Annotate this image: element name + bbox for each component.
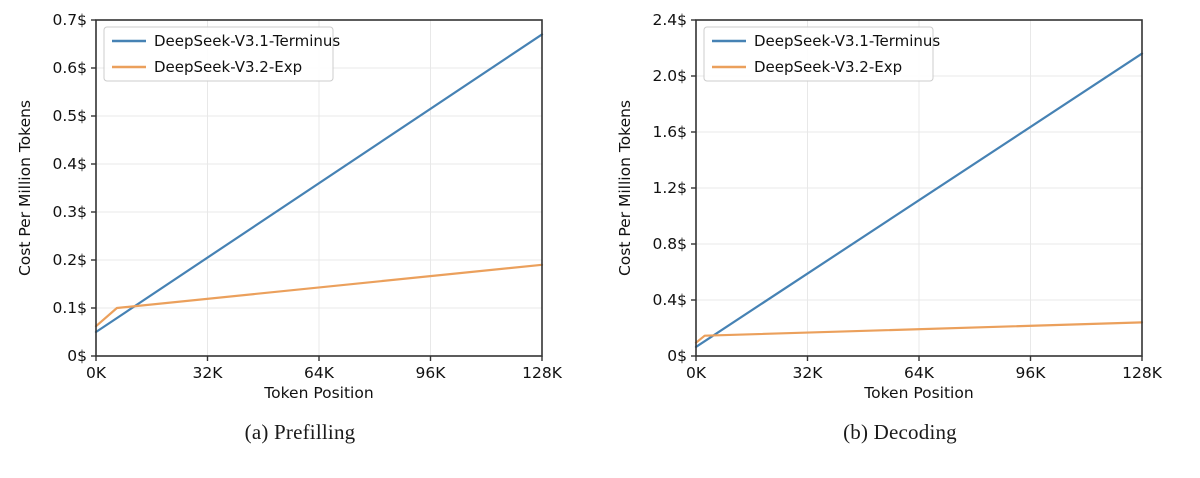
x-tick-label: 32K (193, 364, 224, 382)
y-tick-label: 0.3$ (52, 203, 87, 221)
y-axis-label: Cost Per Million Tokens (616, 100, 634, 276)
y-tick-label: 2.0$ (652, 67, 687, 85)
x-tick-label: 64K (904, 364, 935, 382)
caption-prefilling: (a) Prefilling (244, 420, 356, 444)
legend-box (703, 26, 934, 82)
y-tick-label: 0.7$ (52, 11, 87, 29)
y-tick-label: 2.4$ (652, 11, 687, 29)
legend-label-deepseek-v3-1-terminus: DeepSeek-V3.1-Terminus (754, 32, 940, 50)
y-tick-label: 0$ (67, 347, 87, 365)
series-line-deepseek-v3-2-exp (94, 263, 544, 328)
x-tick-label: 128K (522, 364, 563, 382)
y-tick-label: 0.4$ (652, 291, 687, 309)
y-tick-label: 0.8$ (652, 235, 687, 253)
prefilling-plot: 0K 32K 64K 96K 128K 0$ 0.1$ 0.2$ 0.3$ 0.4$ 0.5$ 0.6… (16, 11, 563, 402)
x-tick-label: 128K (1122, 364, 1163, 382)
y-tick-label: 0.5$ (52, 107, 87, 125)
x-tick-label: 0K (686, 364, 707, 382)
legend-box (103, 26, 334, 82)
series-line-deepseek-v3-1-terminus (94, 33, 544, 334)
legend-label-deepseek-v3-2-exp: DeepSeek-V3.2-Exp (154, 58, 302, 76)
x-tick-label: 0K (86, 364, 107, 382)
x-tick-label: 96K (1016, 364, 1047, 382)
y-tick-label: 0.1$ (52, 299, 87, 317)
chart-decoding: 0K 32K 64K 96K 128K 0$ 0.4$ 0.8$ 1.2$ 1.6$ 2.0$ 2.4… (600, 0, 1200, 445)
x-tick-label: 96K (416, 364, 447, 382)
legend-label-deepseek-v3-2-exp: DeepSeek-V3.2-Exp (754, 58, 902, 76)
y-tick-label: 0.2$ (52, 251, 87, 269)
y-axis-label: Cost Per Million Tokens (16, 100, 34, 276)
y-tick-label: 1.6$ (652, 123, 687, 141)
series-line-deepseek-v3-1-terminus (694, 52, 1144, 348)
figure-row: 0K 32K 64K 96K 128K 0$ 0.1$ 0.2$ 0.3$ 0.4$ 0.5$ 0.6… (0, 0, 1200, 445)
y-tick-label: 0.6$ (52, 59, 87, 77)
x-tick-label: 64K (304, 364, 335, 382)
caption-decoding: (b) Decoding (843, 420, 957, 444)
x-axis-label: Token Position (263, 384, 373, 402)
chart-prefilling: 0K 32K 64K 96K 128K 0$ 0.1$ 0.2$ 0.3$ 0.4$ 0.5$ 0.6… (0, 0, 600, 445)
y-tick-label: 0.4$ (52, 155, 87, 173)
decoding-plot: 0K 32K 64K 96K 128K 0$ 0.4$ 0.8$ 1.2$ 1.6$ 2.0$ 2.4… (616, 11, 1163, 402)
x-axis-label: Token Position (863, 384, 973, 402)
y-tick-label: 0$ (667, 347, 687, 365)
y-tick-label: 1.2$ (652, 179, 687, 197)
x-tick-label: 32K (793, 364, 824, 382)
series-line-deepseek-v3-2-exp (694, 321, 1144, 344)
legend-label-deepseek-v3-1-terminus: DeepSeek-V3.1-Terminus (154, 32, 340, 50)
